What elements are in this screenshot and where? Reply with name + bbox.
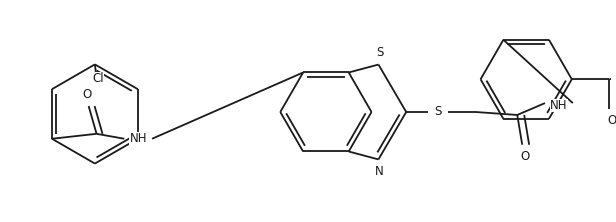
Text: NH: NH bbox=[550, 99, 568, 111]
Text: O: O bbox=[608, 114, 616, 127]
Text: N: N bbox=[375, 165, 384, 178]
Text: O: O bbox=[521, 150, 530, 163]
Text: NH: NH bbox=[129, 132, 147, 145]
Text: S: S bbox=[434, 105, 442, 119]
Text: S: S bbox=[376, 46, 383, 59]
Text: Cl: Cl bbox=[92, 72, 103, 85]
Text: O: O bbox=[82, 88, 91, 101]
